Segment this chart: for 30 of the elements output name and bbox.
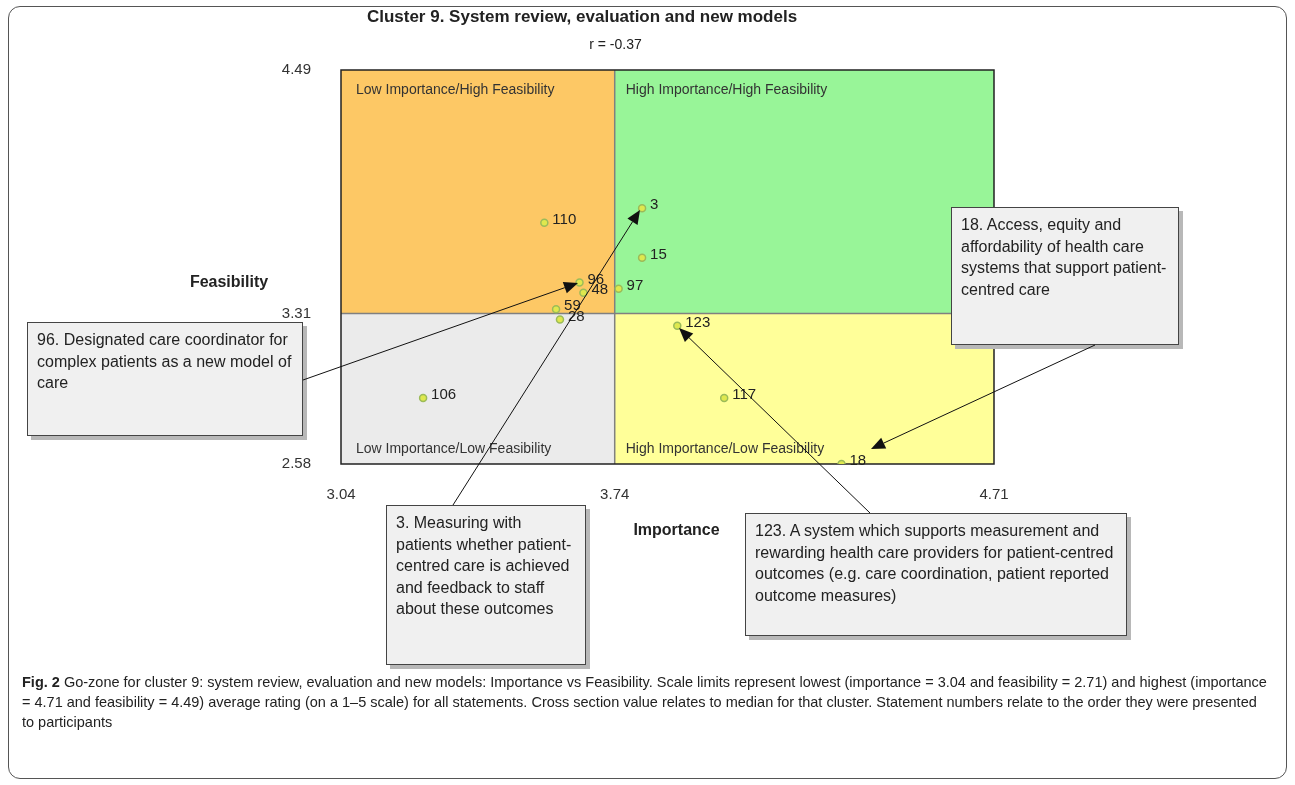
series-label: 106 — [431, 385, 457, 403]
y-tick-label: 3.31 — [281, 303, 311, 321]
point — [637, 203, 647, 213]
point — [637, 253, 647, 262]
point — [719, 393, 729, 403]
chart-subtitle: r = -0.37 — [589, 35, 642, 52]
series-label: 15 — [650, 244, 667, 262]
point — [551, 305, 561, 314]
point — [555, 315, 565, 324]
series-label: 3 — [650, 195, 659, 213]
caption: Fig. 2 Go-zone for cluster 9: system review, evaluation and new models: Importance vs Feasibility. Scale limits represent lowest (importance = 3.04 and feasibility = 2.71) and highest (importance = 4.71 and feasibility = 4.49) average rating (on a 1–5 scale) for all statements. Cross section value relates to median for that cluster. Statement numbers relate to the order they were presented to participants — [22, 673, 1268, 732]
point — [614, 284, 623, 293]
chart-title: Cluster 9. System review, evaluation and new models — [366, 6, 798, 26]
x-tick-label: 3.74 — [600, 485, 630, 503]
point — [575, 278, 584, 287]
series-label: 97 — [626, 275, 644, 293]
point — [540, 218, 549, 227]
annotation: Low Importance/Low Feasibility — [356, 440, 552, 456]
point — [418, 393, 428, 403]
x-axis-title: Importance — [633, 521, 720, 539]
x-tick-label: 4.71 — [979, 485, 1009, 503]
annotation: High Importance/High Feasibility — [625, 81, 828, 97]
series-label: 123 — [685, 312, 711, 330]
annotation: Low Importance/High Feasibility — [356, 81, 555, 97]
series-label: 110 — [552, 209, 577, 227]
y-tick-label: 4.49 — [281, 60, 311, 78]
y-axis-title: Feasibility — [189, 273, 269, 291]
y-tick-label: 2.58 — [281, 454, 311, 472]
point — [673, 321, 682, 331]
x-tick-label: 3.04 — [326, 485, 356, 503]
